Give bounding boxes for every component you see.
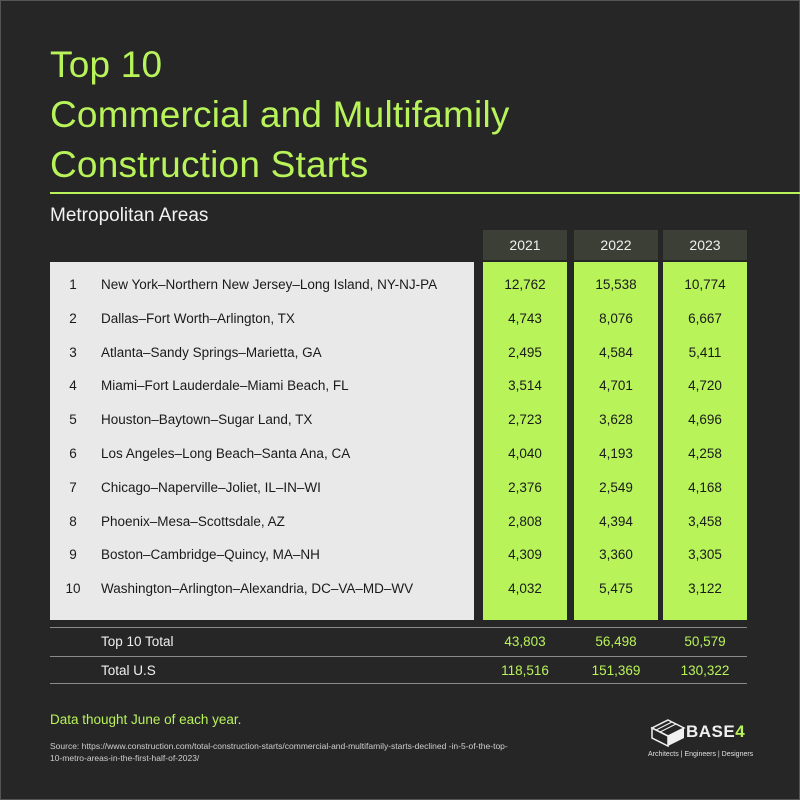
total-label: Top 10 Total bbox=[101, 634, 174, 649]
total-value-2022: 151,369 bbox=[591, 663, 641, 678]
row-metro-name: Chicago–Naperville–Joliet, IL–IN–WI bbox=[101, 479, 321, 495]
row-rank: 7 bbox=[69, 479, 77, 495]
row-value-2023: 5,411 bbox=[688, 344, 722, 360]
row-metro-name: Phoenix–Mesa–Scottsdale, AZ bbox=[101, 513, 285, 529]
row-value-2021: 2,376 bbox=[508, 479, 542, 495]
total-value-2021: 43,803 bbox=[504, 634, 546, 649]
row-value-2021: 2,495 bbox=[508, 344, 542, 360]
logo-name: BASE bbox=[686, 722, 736, 741]
total-value-2021: 118,516 bbox=[501, 663, 549, 678]
row-value-2023: 6,667 bbox=[688, 310, 722, 326]
cube-logo-icon bbox=[650, 719, 686, 748]
row-rank: 10 bbox=[65, 581, 81, 597]
row-value-2021: 4,309 bbox=[508, 547, 542, 563]
row-metro-name: New York–Northern New Jersey–Long Island… bbox=[101, 277, 438, 292]
title-line-1: Top 10 bbox=[50, 44, 163, 85]
row-value-2022: 5,475 bbox=[599, 581, 633, 597]
row-rank: 5 bbox=[69, 412, 77, 428]
total-divider bbox=[50, 656, 747, 657]
row-metro-name: Los Angeles–Long Beach–Santa Ana, CA bbox=[101, 446, 351, 461]
total-value-2023: 50,579 bbox=[684, 634, 726, 649]
column-header-2022: 2022 bbox=[574, 230, 658, 260]
row-rank: 1 bbox=[69, 277, 77, 292]
row-value-2023: 4,168 bbox=[688, 479, 722, 495]
total-divider bbox=[50, 627, 747, 628]
row-value-2021: 4,032 bbox=[508, 581, 542, 597]
row-rank: 2 bbox=[69, 310, 77, 326]
row-metro-name: Houston–Baytown–Sugar Land, TX bbox=[101, 412, 313, 428]
row-value-2022: 4,584 bbox=[599, 344, 633, 360]
row-value-2022: 4,193 bbox=[599, 446, 633, 461]
base4-logo: BASE4 Architects | Engineers | Designers bbox=[648, 718, 760, 768]
row-value-2023: 4,696 bbox=[688, 412, 722, 428]
logo-number: 4 bbox=[735, 722, 746, 741]
total-divider bbox=[50, 683, 747, 684]
column-header-2021: 2021 bbox=[483, 230, 567, 260]
row-metro-name: Atlanta–Sandy Springs–Marietta, GA bbox=[101, 344, 322, 360]
source-citation: Source: https://www.construction.com/tot… bbox=[50, 741, 508, 763]
row-value-2022: 3,628 bbox=[599, 412, 633, 428]
total-value-2023: 130,322 bbox=[680, 663, 730, 678]
metro-names-panel bbox=[50, 262, 474, 620]
row-value-2021: 2,723 bbox=[508, 412, 542, 428]
title-divider bbox=[50, 192, 800, 194]
column-header-2023: 2023 bbox=[663, 230, 747, 260]
row-value-2022: 3,360 bbox=[599, 547, 633, 563]
row-metro-name: Miami–Fort Lauderdale–Miami Beach, FL bbox=[101, 378, 349, 394]
page-title: Top 10 Commercial and Multifamily Constr… bbox=[50, 40, 510, 190]
row-value-2021: 4,040 bbox=[508, 446, 542, 461]
row-value-2023: 10,774 bbox=[684, 277, 726, 292]
title-line-2: Commercial and Multifamily bbox=[50, 94, 510, 135]
row-value-2023: 4,720 bbox=[688, 378, 722, 394]
total-value-2022: 56,498 bbox=[595, 634, 637, 649]
data-note: Data thought June of each year. bbox=[50, 712, 242, 727]
row-value-2022: 8,076 bbox=[599, 310, 633, 326]
row-value-2023: 3,305 bbox=[688, 547, 722, 563]
logo-wordmark: BASE4 bbox=[686, 722, 745, 742]
row-metro-name: Boston–Cambridge–Quincy, MA–NH bbox=[101, 547, 320, 563]
row-value-2023: 4,258 bbox=[688, 446, 722, 461]
column-panel-2021 bbox=[483, 262, 567, 620]
table-subtitle: Metropolitan Areas bbox=[50, 205, 209, 226]
row-value-2022: 15,538 bbox=[595, 277, 637, 292]
row-value-2023: 3,458 bbox=[688, 513, 722, 529]
row-rank: 9 bbox=[69, 547, 77, 563]
row-rank: 3 bbox=[69, 344, 77, 360]
row-value-2021: 4,743 bbox=[508, 310, 542, 326]
row-rank: 4 bbox=[69, 378, 77, 394]
row-value-2022: 4,701 bbox=[599, 378, 633, 394]
row-value-2021: 3,514 bbox=[508, 378, 542, 394]
row-metro-name: Dallas–Fort Worth–Arlington, TX bbox=[101, 310, 295, 326]
row-rank: 6 bbox=[69, 446, 77, 461]
row-value-2021: 2,808 bbox=[508, 513, 542, 529]
row-value-2021: 12,762 bbox=[504, 277, 546, 292]
row-value-2022: 4,394 bbox=[599, 513, 633, 529]
logo-tagline: Architects | Engineers | Designers bbox=[648, 751, 754, 758]
title-line-3: Construction Starts bbox=[50, 144, 369, 185]
column-panel-2023 bbox=[663, 262, 747, 620]
row-rank: 8 bbox=[69, 513, 77, 529]
row-metro-name: Washington–Arlington–Alexandria, DC–VA–M… bbox=[101, 581, 414, 597]
row-value-2023: 3,122 bbox=[688, 581, 722, 597]
row-value-2022: 2,549 bbox=[599, 479, 633, 495]
column-panel-2022 bbox=[574, 262, 658, 620]
total-label: Total U.S bbox=[101, 663, 156, 678]
